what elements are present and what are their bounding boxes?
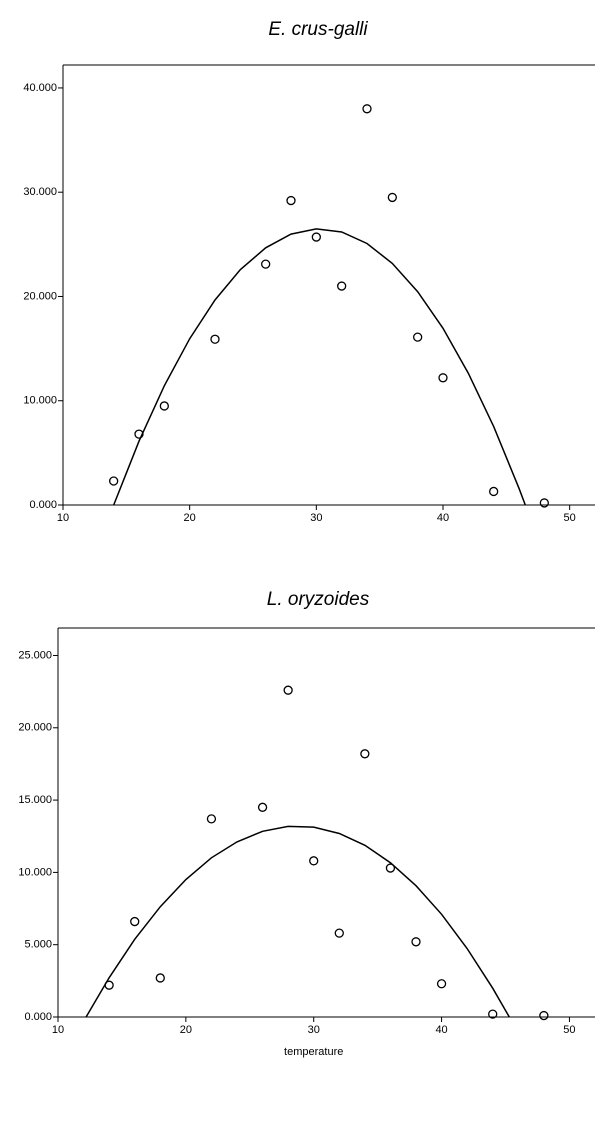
point bbox=[286, 195, 296, 206]
x-tick-label: 30 bbox=[308, 1024, 320, 1036]
chart-title: E. crus-galli bbox=[268, 19, 368, 40]
point bbox=[109, 476, 119, 486]
point bbox=[411, 937, 421, 947]
point bbox=[257, 802, 268, 812]
point bbox=[134, 429, 144, 439]
fit-curve bbox=[85, 825, 510, 1018]
point bbox=[488, 1009, 498, 1019]
y-tick-label: 20.000 bbox=[18, 722, 52, 734]
point bbox=[539, 498, 549, 508]
x-tick-label: 30 bbox=[310, 512, 322, 524]
y-tick-label: 10.000 bbox=[23, 395, 57, 407]
x-tick-label: 50 bbox=[563, 1024, 575, 1036]
point bbox=[206, 814, 217, 824]
point bbox=[130, 916, 140, 927]
y-tick-label: 40.000 bbox=[23, 82, 57, 94]
point bbox=[385, 863, 396, 873]
y-tick-label: 0.000 bbox=[24, 1011, 52, 1023]
x-tick-label: 10 bbox=[52, 1024, 64, 1036]
x-tick-label: 10 bbox=[57, 512, 69, 524]
point bbox=[539, 1010, 549, 1021]
x-tick-label: 20 bbox=[184, 512, 196, 524]
point bbox=[337, 281, 347, 291]
x-axis-label: temperature bbox=[284, 1046, 343, 1058]
point bbox=[283, 685, 293, 695]
point bbox=[360, 749, 370, 759]
x-tick-label: 40 bbox=[435, 1024, 447, 1036]
y-tick-label: 15.000 bbox=[18, 794, 52, 806]
point bbox=[309, 856, 319, 866]
x-tick-label: 40 bbox=[437, 512, 449, 524]
point bbox=[261, 259, 271, 269]
y-tick-label: 25.000 bbox=[18, 649, 52, 661]
point bbox=[362, 104, 372, 114]
point bbox=[155, 973, 165, 983]
x-tick-label: 50 bbox=[564, 512, 576, 524]
point bbox=[413, 332, 423, 342]
point bbox=[159, 401, 169, 411]
y-tick-label: 10.000 bbox=[18, 866, 52, 878]
point bbox=[104, 980, 114, 990]
point bbox=[387, 192, 397, 203]
y-tick-label: 0.000 bbox=[29, 499, 57, 511]
point bbox=[210, 334, 220, 344]
x-tick-label: 20 bbox=[180, 1024, 192, 1036]
point bbox=[436, 979, 447, 989]
y-tick-label: 30.000 bbox=[23, 186, 57, 198]
y-tick-label: 5.000 bbox=[24, 939, 52, 951]
point bbox=[438, 373, 448, 383]
chart-title: L. oryzoides bbox=[267, 589, 370, 610]
point bbox=[311, 232, 321, 242]
point bbox=[489, 486, 499, 497]
y-tick-label: 20.000 bbox=[23, 290, 57, 302]
fit-curve bbox=[113, 228, 527, 506]
point bbox=[334, 928, 344, 938]
